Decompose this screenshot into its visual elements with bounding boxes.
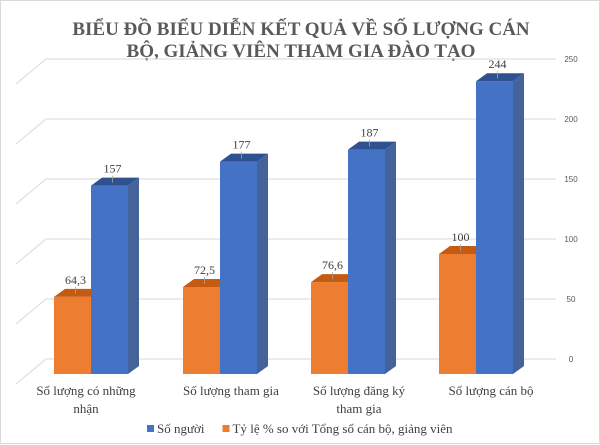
legend-label: Tỷ lệ % so với Tổng số cán bộ, giảng viê… [233,421,454,436]
bar [311,282,348,374]
gridline [15,118,556,145]
bar-top [183,279,231,287]
chart-title: BIỂU ĐỒ BIỂU DIỄN KẾT QUẢ VỀ SỐ LƯỢNG CÁ… [1,19,600,63]
bar [476,81,513,374]
bar-top [348,141,396,150]
data-label: 64,3 [65,273,86,287]
bar [348,149,385,374]
y-tick-label: 100 [564,235,578,244]
bar-top [439,246,487,254]
category-label: Số lượng tham gia [183,383,279,398]
bar [220,161,257,374]
legend-swatch [222,425,230,432]
bar-top [91,177,139,186]
y-tick-label: 50 [567,295,576,304]
bar-side [513,73,524,374]
legend-swatch [147,425,154,432]
gridline [15,58,556,85]
data-label: 157 [104,162,122,176]
chart-title-line-2: BỘ, GIẢNG VIÊN THAM GIA ĐÀO TẠO [126,41,476,62]
data-label: 100 [452,230,470,244]
legend-label: Số người [157,421,205,436]
data-label: 187 [361,126,379,140]
y-tick-label: 150 [564,175,578,184]
category-label: Số lượng có những [36,383,136,398]
bar-side [128,177,139,374]
bar [439,254,476,374]
category-label: tham gia [336,401,381,416]
bar-top [220,153,268,162]
category-label: Số lượng cán bộ [448,383,533,398]
bar-top [311,274,359,283]
bar-top [476,73,524,82]
bar [54,296,91,374]
data-label: 76,6 [322,258,343,272]
data-label: 72,5 [194,263,215,277]
data-label: 244 [489,57,507,71]
bar-side [257,153,268,374]
y-tick-label: 250 [564,55,578,64]
y-tick-label: 200 [564,115,578,124]
bar-side [385,141,396,374]
bar [91,185,128,374]
data-label: 177 [233,138,251,152]
category-label: nhận [73,401,99,416]
bar [183,287,220,374]
category-label: Số lượng đăng ký [313,383,406,398]
chart-title-line-1: BIỂU ĐỒ BIỂU DIỄN KẾT QUẢ VỀ SỐ LƯỢNG CÁ… [72,19,530,40]
bar-top [54,288,102,297]
y-tick-label: 0 [569,355,574,364]
